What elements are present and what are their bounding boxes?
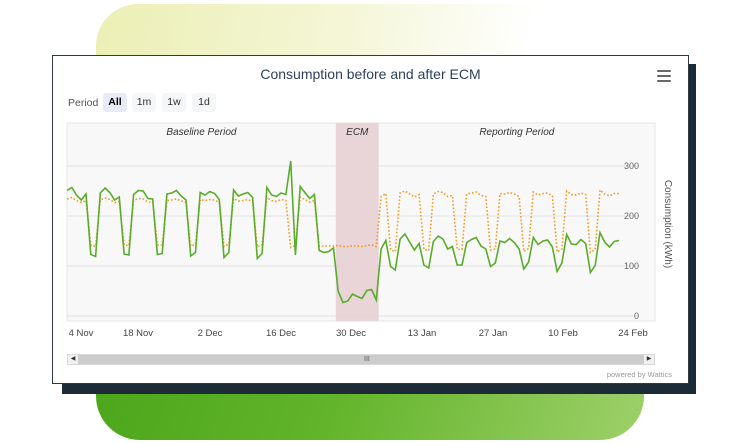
y-tick-label-2: 200: [624, 211, 639, 221]
hamburger-menu-icon[interactable]: [657, 70, 671, 82]
y-tick-label-1: 100: [624, 261, 639, 271]
x-tick-label-4: 30 Dec: [336, 328, 366, 339]
y-tick-label-3: 300: [624, 161, 639, 171]
y-axis-ticks: 0 100 200 300: [624, 161, 639, 321]
x-tick-label-5: 13 Jan: [408, 328, 437, 339]
actual-series-line: [66, 160, 620, 304]
x-tick-label-8: 24 Feb: [618, 328, 648, 339]
credits-text: powered by Wattics: [606, 370, 672, 379]
scrollbar-grip: III: [364, 356, 370, 363]
period-label: Period: [68, 97, 99, 109]
x-tick-label-3: 16 Dec: [266, 328, 296, 339]
chart-card: Consumption before and after ECM Period …: [52, 55, 689, 384]
navigator-scrollbar[interactable]: ◀ III ▶: [67, 354, 655, 365]
x-tick-label-0: 4 Nov: [69, 328, 94, 339]
range-button-all[interactable]: All: [103, 93, 127, 112]
range-button-1w[interactable]: 1w: [162, 93, 186, 112]
band-label-0: Baseline Period: [166, 127, 236, 138]
range-button-1m[interactable]: 1m: [132, 93, 156, 112]
range-button-1d[interactable]: 1d: [192, 93, 216, 112]
band-labels: Baseline Period ECM Reporting Period: [166, 127, 554, 138]
chart-title: Consumption before and after ECM: [260, 66, 481, 82]
band-label-1: ECM: [346, 127, 369, 138]
x-tick-label-2: 2 Dec: [198, 328, 223, 339]
y-tick-label-0: 0: [634, 311, 639, 321]
x-axis-ticks: 4 Nov 18 Nov 2 Dec 16 Dec 30 Dec 13 Jan 27 Jan…: [69, 328, 648, 339]
band-label-2: Reporting Period: [479, 127, 554, 138]
x-tick-label-1: 18 Nov: [123, 328, 153, 339]
ecm-band: [335, 123, 379, 321]
scrollbar-thumb[interactable]: III: [78, 355, 644, 364]
scroll-left-arrow-icon[interactable]: ◀: [70, 356, 76, 362]
x-tick-label-6: 27 Jan: [479, 328, 508, 339]
scroll-right-arrow-icon[interactable]: ▶: [646, 356, 652, 362]
consumption-chart: Baseline Period ECM Reporting Period 0 100 2…: [66, 122, 673, 339]
y-axis-label: Consumption (kWh): [662, 180, 673, 268]
x-tick-label-7: 10 Feb: [548, 328, 578, 339]
